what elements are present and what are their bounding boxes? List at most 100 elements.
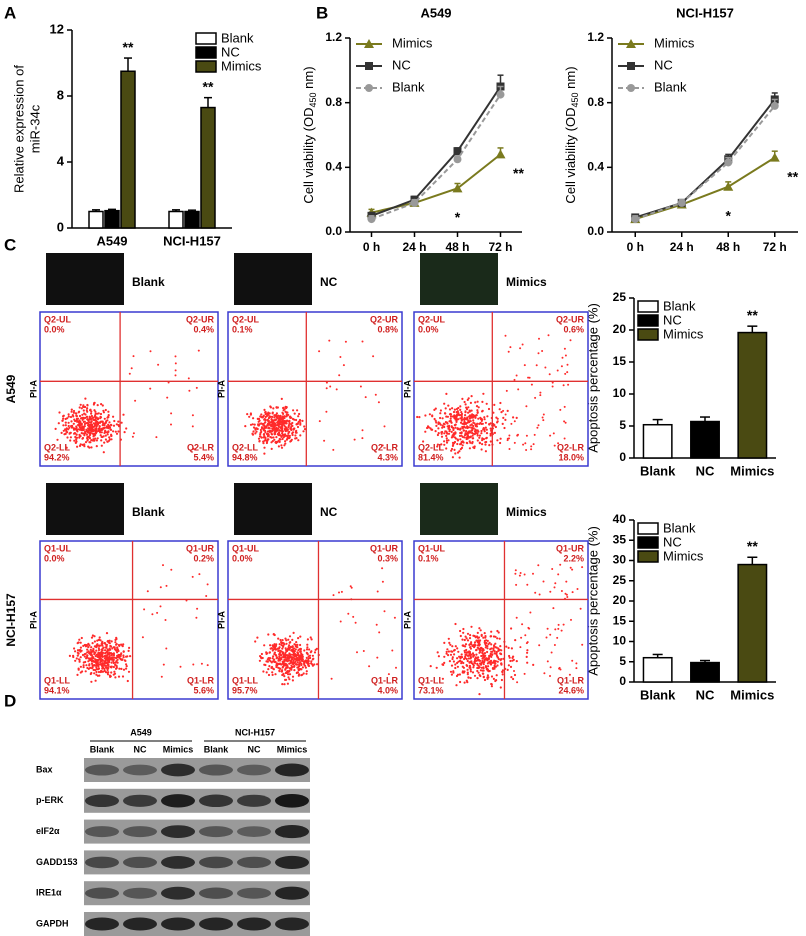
event-dot xyxy=(83,420,86,423)
event-dot xyxy=(424,430,427,433)
event-dot xyxy=(98,430,102,433)
y-tick-label: 10 xyxy=(613,386,627,400)
event-dot xyxy=(103,664,106,667)
event-dot xyxy=(278,437,281,441)
event-dot xyxy=(447,650,450,653)
event-dot xyxy=(470,641,473,644)
event-dot xyxy=(64,432,67,435)
event-dot xyxy=(478,651,481,654)
event-dot xyxy=(549,633,552,636)
event-dot xyxy=(344,340,347,343)
bar xyxy=(642,423,673,459)
event-dot xyxy=(476,663,479,666)
event-dot xyxy=(97,665,100,668)
event-dot xyxy=(361,429,364,432)
event-dot xyxy=(79,443,82,446)
event-dot xyxy=(290,428,293,432)
quadrant-percent: 94.1% xyxy=(44,685,70,695)
event-dot xyxy=(472,427,475,430)
event-dot xyxy=(491,661,494,664)
event-dot xyxy=(251,433,255,436)
event-dot xyxy=(478,434,481,437)
event-dot xyxy=(454,622,457,626)
event-dot xyxy=(510,422,513,425)
event-dot xyxy=(100,663,103,666)
event-dot xyxy=(101,424,104,427)
event-dot xyxy=(197,349,200,352)
event-dot xyxy=(288,678,291,681)
event-dot xyxy=(449,417,452,420)
event-dot xyxy=(79,646,82,649)
event-dot xyxy=(479,662,482,665)
event-dot xyxy=(275,436,278,439)
event-dot xyxy=(478,693,481,696)
event-dot xyxy=(263,429,266,432)
event-dot xyxy=(291,417,295,421)
quadrant-percent: 0.3% xyxy=(377,553,398,563)
event-dot xyxy=(67,413,70,416)
event-dot xyxy=(310,660,313,663)
legend-label: NC xyxy=(654,57,673,72)
event-dot xyxy=(460,411,463,414)
event-dot xyxy=(529,611,532,614)
event-dot xyxy=(490,650,493,653)
blot-strip xyxy=(84,850,310,875)
micrograph-label: NC xyxy=(320,275,338,289)
event-dot xyxy=(278,421,281,424)
event-dot xyxy=(292,647,296,650)
event-dot xyxy=(268,427,271,430)
event-dot xyxy=(279,417,282,420)
event-dot xyxy=(342,364,345,367)
event-dot xyxy=(424,414,427,417)
event-dot xyxy=(174,374,177,377)
event-dot xyxy=(94,669,97,672)
quadrant-percent: 0.0% xyxy=(44,553,65,563)
event-dot xyxy=(300,656,303,660)
event-dot xyxy=(485,668,488,671)
event-dot xyxy=(505,389,508,392)
event-dot xyxy=(469,401,472,404)
event-dot xyxy=(192,663,195,666)
blot-band xyxy=(199,856,233,869)
event-dot xyxy=(300,668,303,671)
event-dot xyxy=(278,667,281,670)
event-dot xyxy=(266,435,269,438)
blot-band xyxy=(275,825,309,839)
event-dot xyxy=(151,613,154,616)
event-dot xyxy=(107,423,110,426)
event-dot xyxy=(449,415,453,418)
event-dot xyxy=(86,403,89,407)
y-tick-label: 12 xyxy=(50,21,64,36)
event-dot xyxy=(526,583,529,586)
event-dot xyxy=(280,444,283,447)
event-dot xyxy=(565,593,568,596)
event-dot xyxy=(108,642,111,645)
event-dot xyxy=(499,645,502,648)
event-dot xyxy=(484,443,487,446)
legend-label: Blank xyxy=(392,79,425,94)
event-dot xyxy=(492,667,495,671)
event-dot xyxy=(468,431,471,434)
event-dot xyxy=(93,672,96,675)
quadrant-percent: 0.6% xyxy=(563,324,584,334)
event-dot xyxy=(268,422,271,425)
event-dot xyxy=(252,417,255,420)
flow-plot-frame xyxy=(227,540,403,700)
event-dot xyxy=(283,444,286,447)
event-dot xyxy=(99,661,102,664)
legend-swatch xyxy=(637,300,659,313)
event-dot xyxy=(56,438,59,441)
x-tick-label: NC xyxy=(696,687,715,702)
event-dot xyxy=(433,417,436,421)
event-dot xyxy=(443,402,446,405)
event-dot xyxy=(61,419,64,422)
event-dot xyxy=(458,450,461,453)
micrograph-label: Mimics xyxy=(506,505,547,519)
event-dot xyxy=(569,566,572,569)
event-dot xyxy=(507,664,510,667)
event-dot xyxy=(564,354,567,357)
event-dot xyxy=(508,434,511,437)
event-dot xyxy=(266,424,269,427)
micrograph xyxy=(46,483,124,535)
event-dot xyxy=(557,442,560,445)
